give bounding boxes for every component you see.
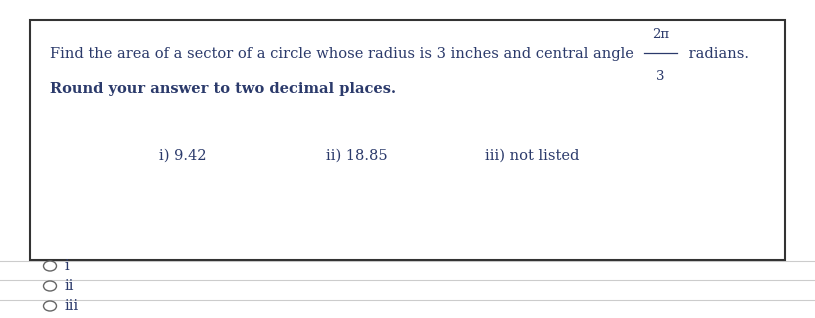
Text: Find the area of a sector of a circle whose radius is 3 inches and central angle: Find the area of a sector of a circle wh… — [50, 47, 638, 61]
Ellipse shape — [43, 281, 56, 291]
Ellipse shape — [43, 301, 56, 311]
Text: 3: 3 — [656, 70, 665, 83]
Text: i) 9.42: i) 9.42 — [159, 149, 206, 163]
Bar — [30, 20, 785, 260]
Text: ii: ii — [65, 279, 74, 293]
Text: radians.: radians. — [685, 47, 750, 61]
Text: Round your answer to two decimal places.: Round your answer to two decimal places. — [50, 82, 396, 96]
Text: iii: iii — [65, 299, 79, 313]
Ellipse shape — [43, 261, 56, 271]
Text: iii) not listed: iii) not listed — [485, 149, 579, 163]
Text: i: i — [65, 259, 70, 273]
Text: ii) 18.85: ii) 18.85 — [326, 149, 388, 163]
Text: 2π: 2π — [652, 28, 669, 41]
